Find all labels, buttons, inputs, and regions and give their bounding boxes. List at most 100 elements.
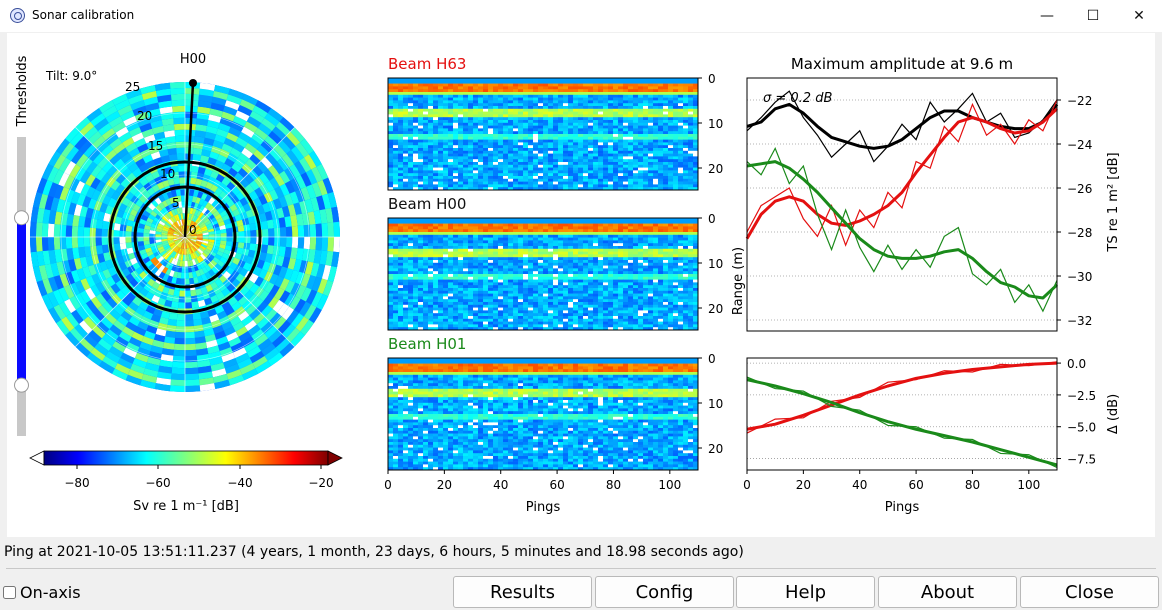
echogram-cell: [683, 237, 689, 241]
polar-cell: [327, 266, 338, 282]
echogram-cell: [693, 229, 699, 233]
echogram-cell: [608, 226, 614, 230]
polar-cell: [148, 253, 156, 261]
polar-cell: [156, 181, 165, 190]
maximize-button[interactable]: ☐: [1086, 8, 1100, 24]
polar-cell: [173, 232, 180, 236]
echogram-cell: [488, 142, 494, 146]
echogram-cell: [638, 131, 644, 135]
echogram-cell: [643, 94, 649, 98]
colorbar-tick: −60: [145, 476, 170, 490]
echogram-cell: [618, 243, 624, 247]
echogram-cell: [548, 226, 554, 230]
echogram-cell: [568, 220, 574, 224]
echogram-cell: [623, 131, 629, 135]
polar-cell: [168, 153, 178, 161]
echogram-cell: [393, 89, 399, 93]
threshold-high-handle[interactable]: [14, 210, 29, 226]
echogram-cell: [563, 134, 569, 138]
polar-cell: [129, 257, 138, 266]
polar-cell: [185, 235, 191, 237]
polar-cell: [117, 104, 133, 117]
echogram-cell: [493, 111, 499, 115]
echogram-cell: [653, 232, 659, 236]
echogram-cell: [388, 156, 394, 160]
echogram-cell: [538, 120, 544, 124]
echogram-cell: [683, 122, 689, 126]
polar-cell: [193, 190, 199, 198]
polar-cell: [159, 359, 173, 368]
echogram-cell: [673, 150, 679, 154]
echogram-cell: [658, 167, 664, 171]
echogram-cell: [673, 234, 679, 238]
echogram-cell: [668, 246, 674, 250]
polar-cell: [90, 165, 103, 178]
threshold-low-handle[interactable]: [14, 377, 29, 393]
echogram-cell: [593, 251, 599, 255]
echogram-cell: [518, 139, 524, 143]
echogram-cell: [563, 120, 569, 124]
polar-cell: [159, 316, 169, 325]
echogram-cell: [388, 240, 394, 244]
echogram-cell: [633, 120, 639, 124]
echogram-cell: [478, 237, 484, 241]
polar-cell: [218, 283, 227, 292]
echogram-cell: [413, 89, 419, 93]
echogram-cell: [423, 237, 429, 241]
echogram-cell: [458, 173, 464, 177]
minimize-button[interactable]: —: [1040, 8, 1054, 24]
echogram-cell: [548, 136, 554, 140]
echogram-cell: [583, 223, 589, 227]
echogram-cell: [463, 78, 469, 82]
echogram-cell: [483, 184, 489, 188]
polar-cell: [72, 247, 80, 260]
echogram-cell: [553, 176, 559, 180]
polar-cell: [311, 276, 322, 292]
echogram-cell: [593, 145, 599, 149]
echogram-cell: [553, 181, 559, 185]
echogram-cell: [478, 114, 484, 118]
close-window-button[interactable]: ✕: [1133, 8, 1145, 24]
polar-cell: [295, 284, 307, 299]
echogram-cell: [613, 150, 619, 154]
echogram-cell: [593, 167, 599, 171]
polar-cell: [66, 146, 80, 161]
polar-cell: [226, 369, 243, 380]
echogram-cell: [658, 223, 664, 227]
polar-cell: [219, 210, 228, 218]
echogram-cell: [608, 117, 614, 121]
echogram-cell: [503, 111, 509, 115]
echogram-cell: [668, 170, 674, 174]
echogram-cell: [563, 142, 569, 146]
echogram-cell: [393, 117, 399, 121]
echogram-cell: [473, 248, 479, 252]
polar-cell: [99, 202, 108, 213]
echogram-cell: [578, 220, 584, 224]
polar-cell: [284, 216, 292, 228]
polar-cell: [210, 281, 219, 290]
polar-cell: [143, 182, 152, 191]
polar-cell: [148, 263, 156, 271]
polar-cell: [105, 259, 114, 269]
polar-cell: [219, 347, 233, 357]
polar-cell: [316, 163, 329, 180]
polar-cell: [300, 138, 314, 155]
polar-cell: [173, 231, 180, 235]
echogram-cell: [513, 220, 519, 224]
echogram-cell: [493, 106, 499, 110]
echogram-cell: [598, 86, 604, 90]
echogram-cell: [568, 106, 574, 110]
echogram-cell: [393, 128, 399, 132]
echogram-cell: [423, 136, 429, 140]
echogram-cell: [418, 125, 424, 129]
echogram-cell: [443, 86, 449, 90]
polar-cell: [160, 250, 167, 256]
echogram-cell: [653, 220, 659, 224]
echogram-cell: [408, 103, 414, 107]
echogram-cell: [468, 97, 474, 101]
polar-cell: [204, 297, 213, 306]
polar-cell: [41, 237, 49, 252]
echogram-cell: [498, 134, 504, 138]
polar-cell: [263, 192, 274, 203]
echogram-cell: [643, 229, 649, 233]
